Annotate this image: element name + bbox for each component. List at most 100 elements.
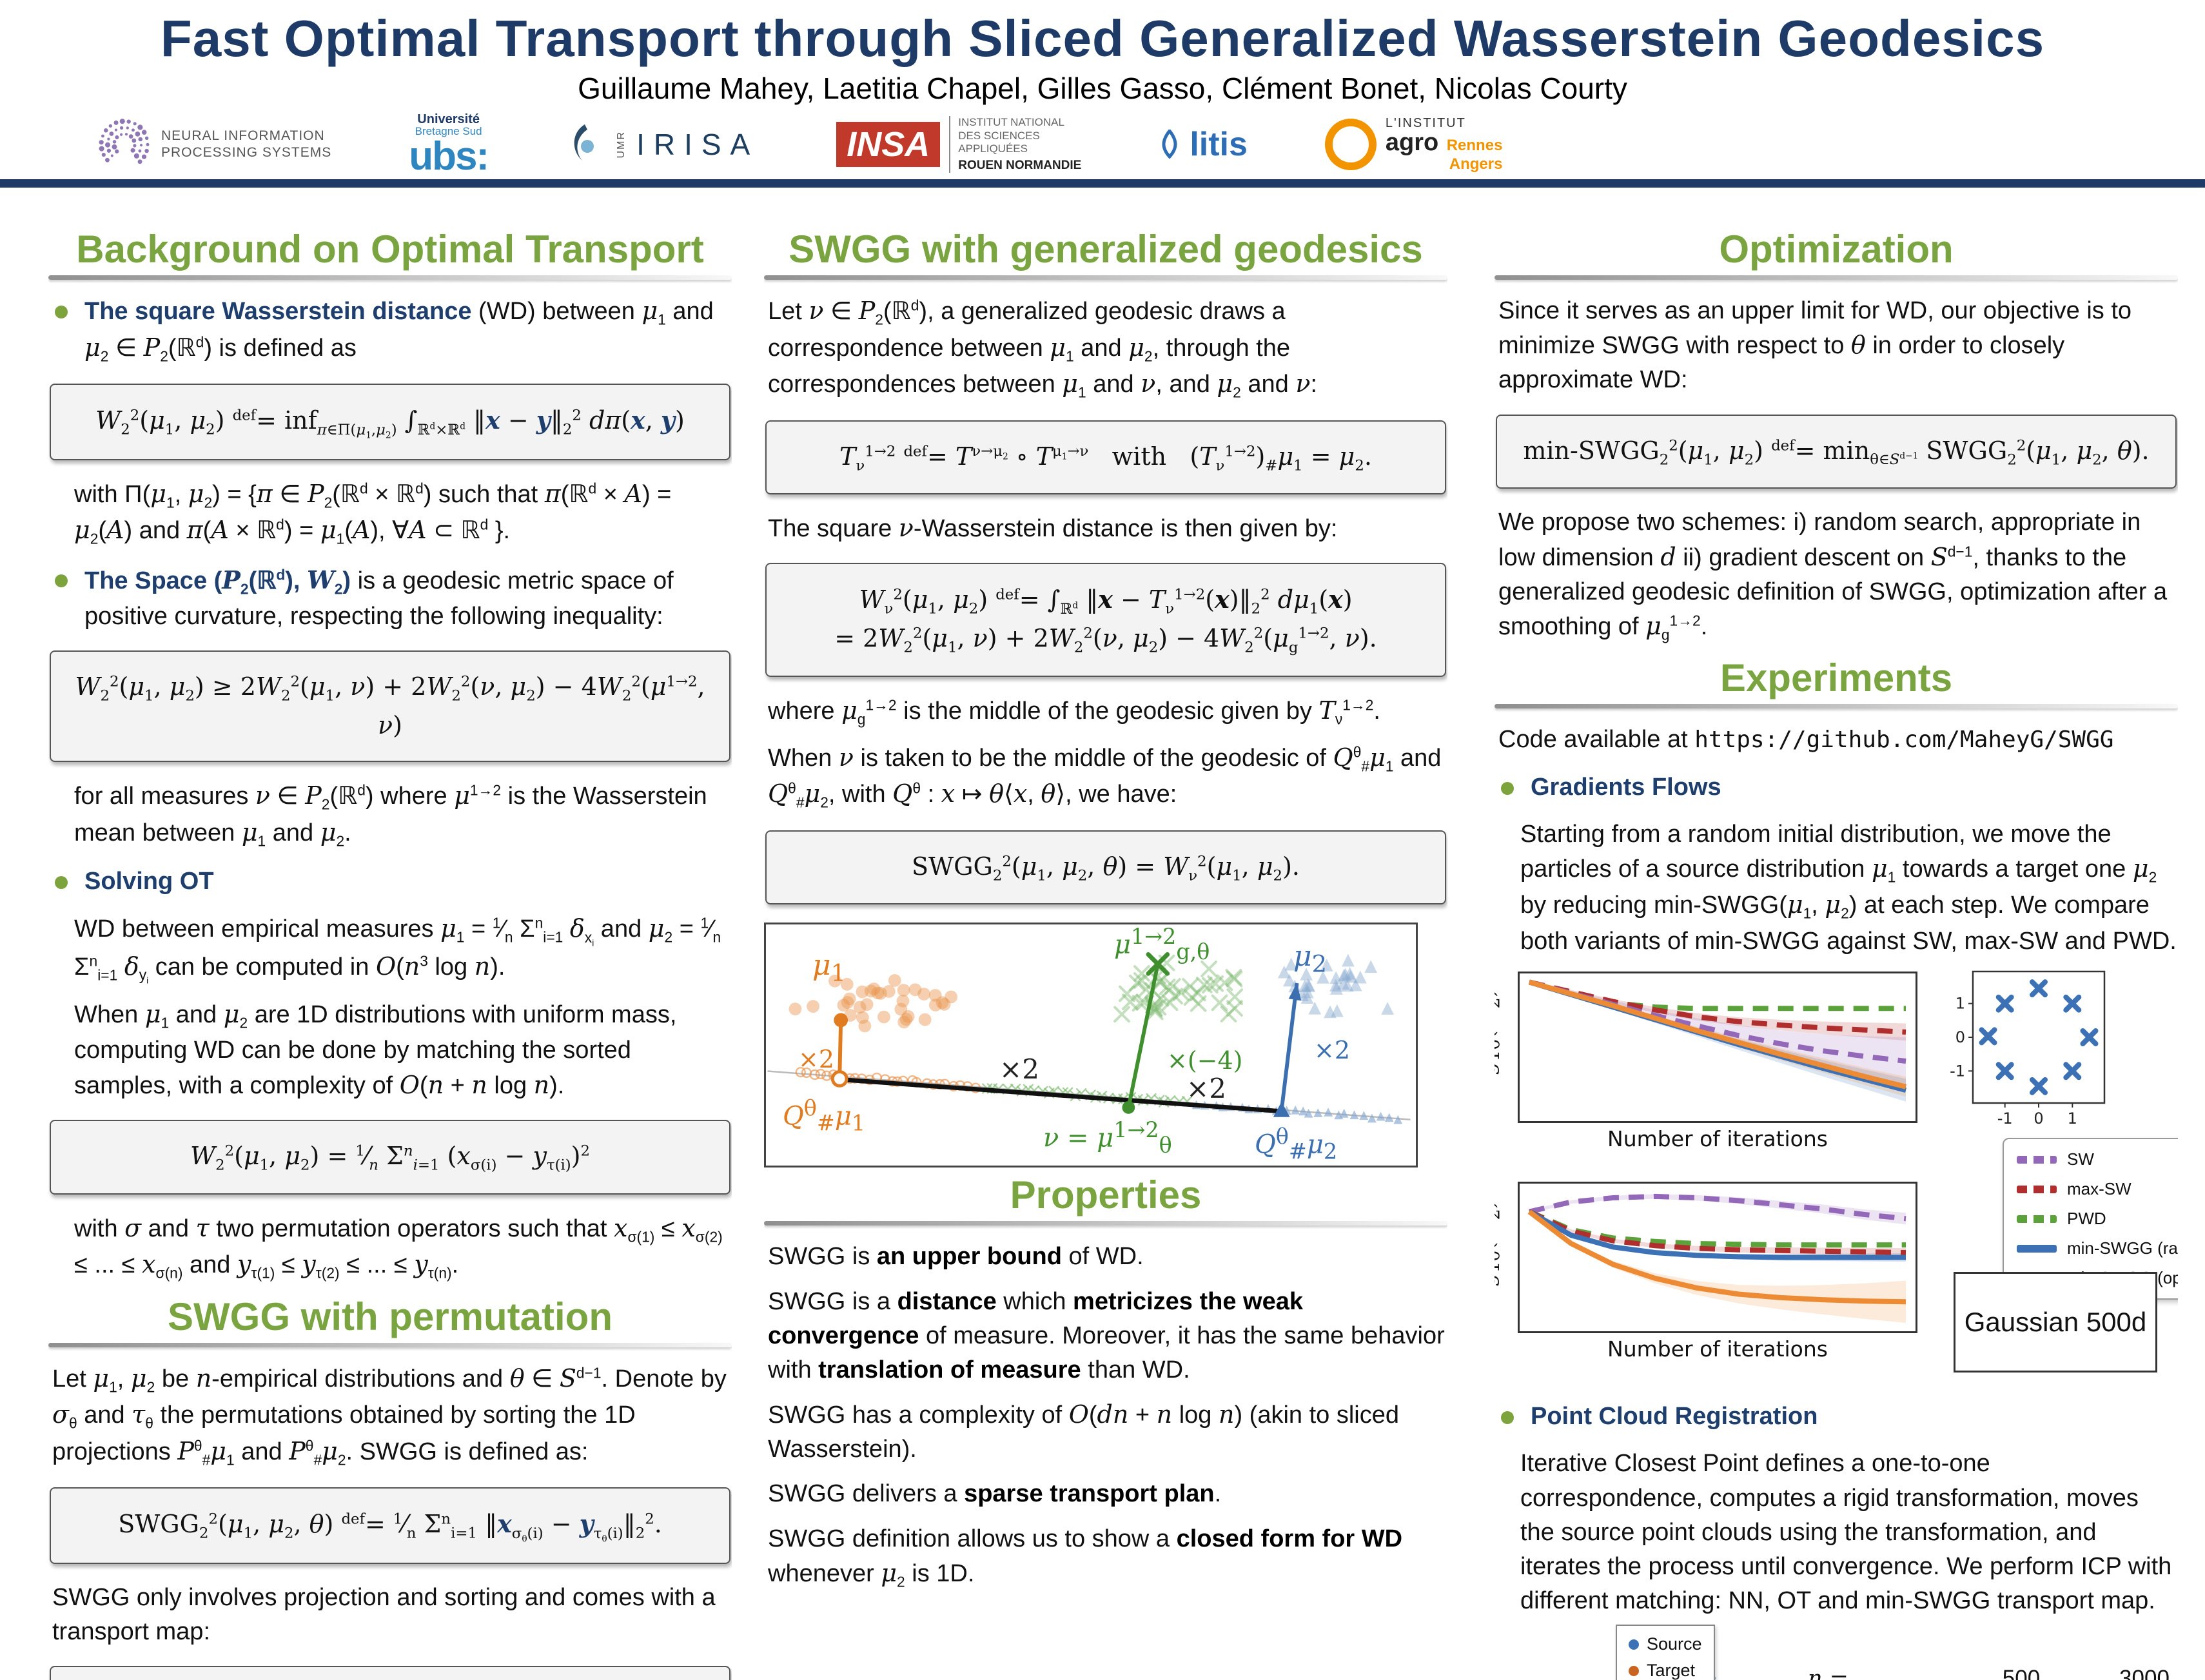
section-title-generalized-geodesics: SWGG with generalized geodesics <box>764 227 1447 271</box>
institut-agro-logo: L'INSTITUT agro Rennes Angers <box>1325 117 1503 172</box>
svg-text:0: 0 <box>2034 1109 2043 1128</box>
column-optimization-experiments: Optimization Since it serves as an upper… <box>1494 224 2178 1680</box>
irisa-wordmark: IRISA <box>636 127 759 162</box>
property-upper-bound: SWGG is an upper bound of WD. <box>764 1240 1447 1274</box>
point-cloud-results-row: Source Target n = 500 3000 150 000 <box>1494 1628 2178 1680</box>
agro-wordmark: agro <box>1386 129 1438 156</box>
section-divider <box>764 1221 1447 1226</box>
gaussian-500d-label: Gaussian 500d <box>1954 1272 2157 1372</box>
paragraph-gradient-flow-desc: Starting from a random initial distribut… <box>1494 817 2178 959</box>
ubs-logo: Université Bretagne Sud ubs: <box>409 113 488 177</box>
figure-label: ν = μ1→2θ <box>1043 1119 1172 1156</box>
figure-label: Qθ#μ2 <box>1255 1126 1337 1162</box>
paragraph-code-link: Code available at https://github.com/Mah… <box>1494 723 2178 757</box>
paragraph-1d-sorting: When μ1 and μ2 are 1D distributions with… <box>48 997 732 1103</box>
formula-w2-definition: W22(μ1, μ2) def= infπ∈Π(μ1,μ2) ∫ℝd×ℝd ‖x… <box>50 384 730 460</box>
poster-body: Background on Optimal Transport The squa… <box>0 224 2205 1680</box>
property-distance-metricizes: SWGG is a distance which metricizes the … <box>764 1285 1447 1388</box>
litis-drop-icon <box>1159 130 1181 159</box>
insa-text-3: APPLIQUÉES <box>958 142 1081 155</box>
source-dot-icon <box>1629 1639 1639 1650</box>
agro-city-rennes: Rennes <box>1447 137 1503 154</box>
irisa-umr-text: UMR <box>616 131 627 158</box>
section-divider <box>48 275 732 280</box>
svg-text:1: 1 <box>2068 1109 2077 1128</box>
poster-title: Fast Optimal Transport through Sliced Ge… <box>26 9 2179 68</box>
gradient-flow-chart-bottom <box>1518 1182 1917 1333</box>
section-divider <box>1494 275 2178 280</box>
irisa-swirl-icon <box>565 121 607 168</box>
paragraph-nu-wasserstein-intro: The square ν-Wasserstein distance is the… <box>764 511 1447 546</box>
litis-logo: litis <box>1159 125 1248 164</box>
paragraph-transport-map-intro: SWGG only involves projection and sortin… <box>48 1581 732 1649</box>
figure-label: μ1 <box>812 952 846 985</box>
paragraph-solving-ot: Solving OT <box>48 864 732 899</box>
legend-label: max-SW <box>2067 1179 2132 1199</box>
insa-text-1: INSTITUT NATIONAL <box>958 116 1081 129</box>
agro-city-angers: Angers <box>1386 156 1503 172</box>
formula-transport-map: T(xi) = yτθ−1(σθ(i)), ∀1 ≤ i ≤ n. <box>50 1666 730 1680</box>
neurips-text-2: PROCESSING SYSTEMS <box>161 144 331 161</box>
section-title-experiments: Experiments <box>1494 656 2178 700</box>
property-sparse-plan: SWGG delivers a sparse transport plan. <box>764 1477 1447 1511</box>
section-title-optimization: Optimization <box>1494 227 2178 271</box>
paragraph-empirical-complexity: WD between empirical measures μ1 = 1⁄n Σ… <box>48 912 732 987</box>
poster-header: Fast Optimal Transport through Sliced Ge… <box>0 9 2205 175</box>
paragraph-generalized-geodesic: Let ν ∈ P2(ℝd), a generalized geodesic d… <box>764 294 1447 404</box>
agro-ring-icon <box>1325 119 1377 170</box>
paragraph-permutation-operators: with σ and τ two permutation operators s… <box>48 1211 732 1284</box>
legend-label: min-SWGG (random search) <box>2067 1238 2178 1258</box>
legend-source-label: Source <box>1647 1634 1702 1654</box>
table-header-row: n = 500 3000 150 000 <box>1804 1663 2178 1680</box>
header-rule <box>0 179 2205 188</box>
formula-nu-wasserstein: Wν2(μ1, μ2) def= ∫ℝd ‖x − Tν1→2(x)‖22 dμ… <box>765 563 1446 677</box>
neurips-logo: NEURAL INFORMATION PROCESSING SYSTEMS <box>97 117 331 172</box>
svg-text:1: 1 <box>1955 995 1965 1013</box>
paragraph-wasserstein-def: The square Wasserstein distance (WD) bet… <box>48 294 732 367</box>
column-background-ot: Background on Optimal Transport The squa… <box>48 224 732 1680</box>
poster-authors: Guillaume Mahey, Laetitia Chapel, Gilles… <box>0 71 2205 106</box>
legend-chip-icon <box>2017 1245 2057 1253</box>
figure-label: μ1→2g,θ <box>1114 926 1210 962</box>
legend-item: min-SWGG (random search) <box>2017 1238 2178 1258</box>
ubs-wordmark: ubs: <box>409 137 488 177</box>
point-cloud-legend: Source Target <box>1616 1625 1715 1680</box>
agro-text-1: L'INSTITUT <box>1386 117 1503 130</box>
property-closed-form: SWGG definition allows us to show a clos… <box>764 1522 1447 1593</box>
svg-text:-1: -1 <box>1950 1062 1965 1080</box>
paragraph-objective: Since it serves as an upper limit for WD… <box>1494 294 2178 398</box>
icp-results-table: n = 500 3000 150 000 NN 3.54 (0.02) 96.9… <box>1804 1663 2178 1680</box>
paragraph-wasserstein-mean: for all measures ν ∈ P2(ℝd) where μ1→2 i… <box>48 779 732 852</box>
paragraph-space-geodesic: The Space (P2(ℝd), W2) is a geodesic met… <box>48 563 732 634</box>
insa-logo: INSA INSTITUT NATIONAL DES SCIENCES APPL… <box>836 116 1081 172</box>
column-generalized-geodesics: SWGG with generalized geodesics Let ν ∈ … <box>764 224 1447 1680</box>
figure-label: ×2 <box>1186 1075 1226 1102</box>
legend-chip-icon <box>2017 1215 2057 1223</box>
figure-label: ×(−4) <box>1167 1048 1243 1073</box>
paragraph-coupling-set: with Π(μ1, μ2) = {π ∈ P2(ℝd × ℝd) such t… <box>48 477 732 550</box>
insa-wordmark: INSA <box>836 122 940 167</box>
figure-label: ×2 <box>1314 1038 1350 1062</box>
svg-text:-1: -1 <box>1997 1109 2013 1128</box>
x-axis-label-top: Number of iterations <box>1518 1126 1917 1151</box>
irisa-logo: UMR IRISA <box>565 121 759 168</box>
legend-label: SW <box>2067 1149 2094 1169</box>
legend-label: PWD <box>2067 1209 2106 1229</box>
neurips-text-1: NEURAL INFORMATION <box>161 128 331 144</box>
section-divider <box>48 1343 732 1347</box>
litis-wordmark: litis <box>1190 125 1248 164</box>
logos-row: NEURAL INFORMATION PROCESSING SYSTEMS Un… <box>0 113 2205 175</box>
paragraph-gradients-flows: Gradients Flows <box>1494 770 2178 805</box>
legend-item: SW <box>2017 1149 2178 1169</box>
header-500: 500 <box>1927 1663 2044 1680</box>
legend-item: PWD <box>2017 1209 2178 1229</box>
paragraph-swgg-setup: Let μ1, μ2 be n-empirical distributions … <box>48 1362 732 1471</box>
y-axis-label-top: Log10(W2) <box>1494 989 1504 1102</box>
formula-min-swgg: min-SWGG22(μ1, μ2) def= minθ∈Sd−1 SWGG22… <box>1496 415 2177 489</box>
results-table-wrap: n = 500 3000 150 000 NN 3.54 (0.02) 96.9… <box>1804 1628 2178 1680</box>
legend-chip-icon <box>2017 1156 2057 1164</box>
header-n: n = <box>1804 1663 1927 1680</box>
section-divider <box>764 275 1447 280</box>
paragraph-two-schemes: We propose two schemes: i) random search… <box>1494 505 2178 645</box>
